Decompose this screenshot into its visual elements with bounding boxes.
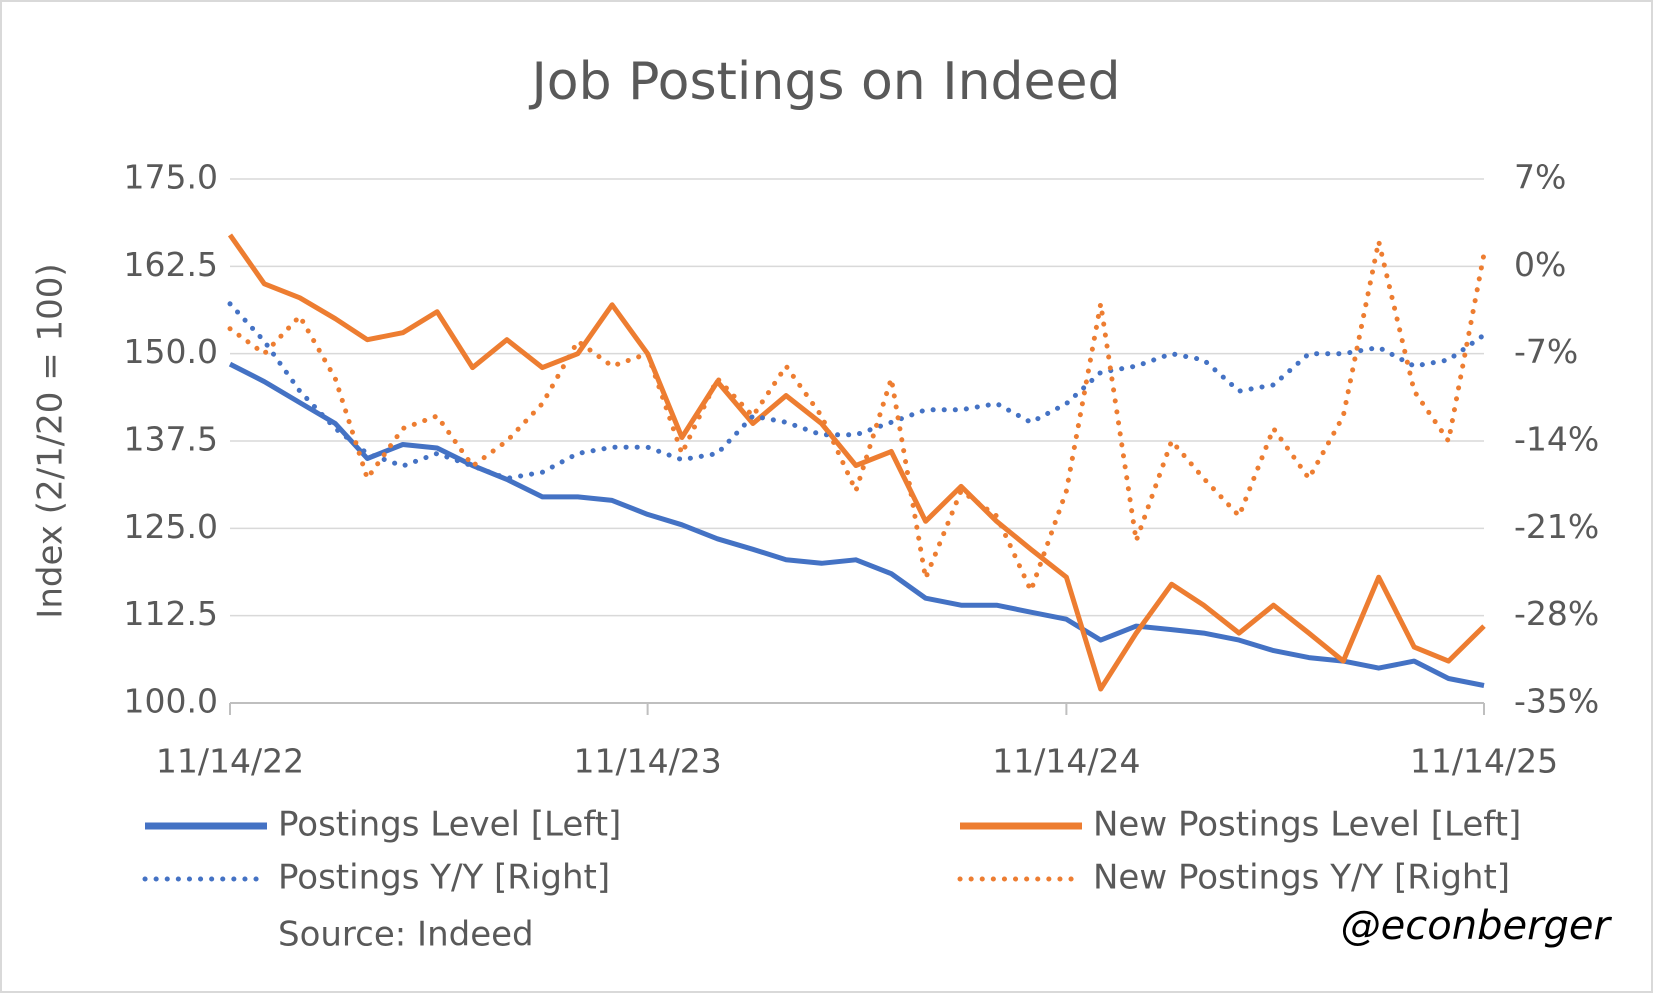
y-tick-label: 125.0 bbox=[124, 507, 218, 546]
y2-tick-label: -21% bbox=[1514, 507, 1599, 546]
legend-label: Postings Level [Left] bbox=[278, 805, 621, 845]
y2-tick-label: -14% bbox=[1514, 420, 1599, 459]
y2-tick-label: -35% bbox=[1514, 682, 1599, 721]
series-line bbox=[227, 301, 1487, 481]
legend-label: New Postings Y/Y [Right] bbox=[1093, 858, 1510, 898]
series-line bbox=[228, 361, 1485, 688]
y-tick-label: 175.0 bbox=[124, 158, 218, 197]
y2-tick-label: -7% bbox=[1514, 332, 1578, 371]
series-line bbox=[227, 233, 1486, 692]
y-tick-label: 112.5 bbox=[124, 594, 218, 633]
y-tick-label: 100.0 bbox=[124, 682, 218, 721]
source-note: Source: Indeed bbox=[278, 915, 534, 955]
chart-title: Job Postings on Indeed bbox=[528, 52, 1120, 112]
y-tick-label: 150.0 bbox=[124, 332, 218, 371]
credit: @econberger bbox=[1341, 903, 1613, 949]
y-tick-label: 162.5 bbox=[124, 245, 218, 284]
y-tick-label: 137.5 bbox=[124, 420, 218, 459]
x-tick-label: 11/14/25 bbox=[1410, 742, 1558, 781]
y2-tick-label: 0% bbox=[1514, 245, 1566, 284]
legend-label: Postings Y/Y [Right] bbox=[278, 858, 610, 898]
x-tick-label: 11/14/24 bbox=[992, 742, 1140, 781]
x-tick-label: 11/14/23 bbox=[574, 742, 722, 781]
y2-tick-label: -28% bbox=[1514, 594, 1599, 633]
x-tick-label: 11/14/22 bbox=[156, 742, 304, 781]
series-line bbox=[227, 240, 1487, 598]
legend-label: New Postings Level [Left] bbox=[1093, 805, 1521, 845]
y-axis-label: Index (2/1/20 = 100) bbox=[31, 263, 71, 618]
y2-tick-label: 7% bbox=[1514, 158, 1566, 197]
